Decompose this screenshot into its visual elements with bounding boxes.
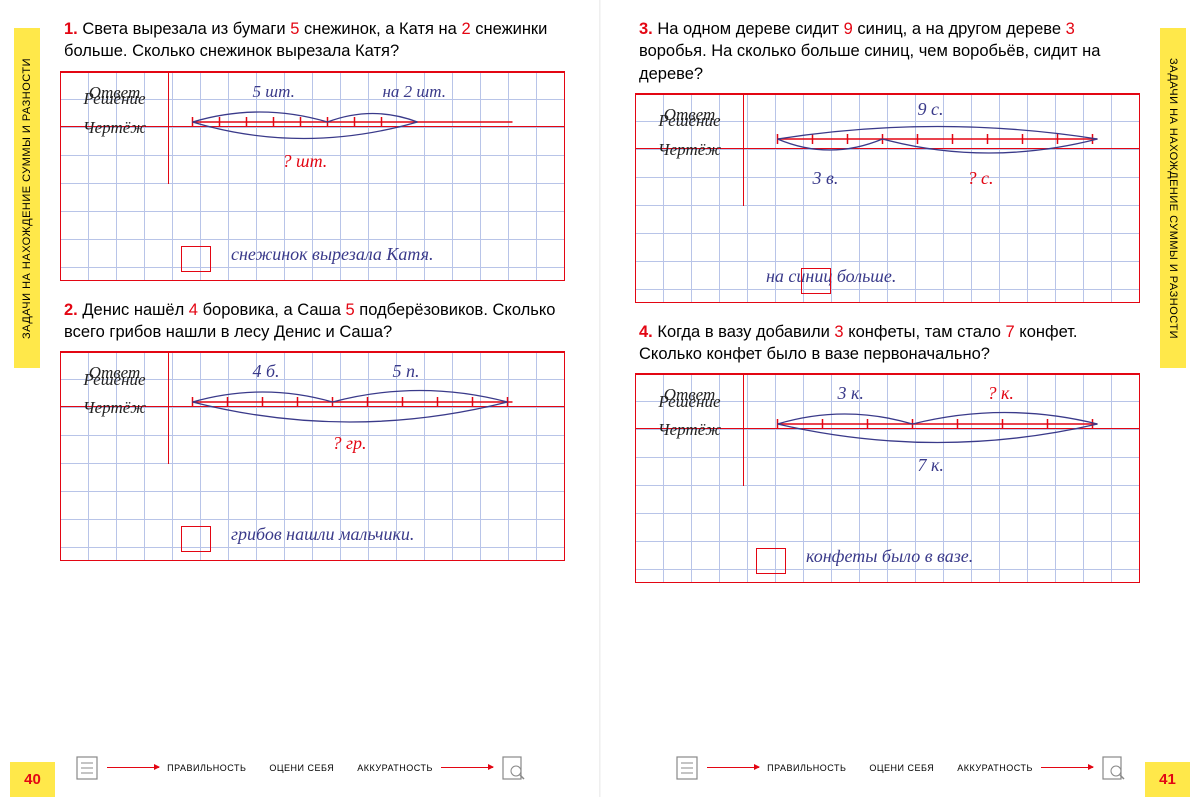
seg1-label: 5 шт. — [253, 82, 295, 101]
page-left: ЗАДАЧИ НА НАХОЖДЕНИЕ СУММЫ И РАЗНОСТИ 1.… — [0, 0, 600, 797]
answer-blank[interactable] — [181, 526, 211, 552]
diagram-3: 9 с. 3 в. ? с. — [751, 99, 1134, 204]
total-label4: 7 к. — [918, 455, 944, 475]
problem-1: 1. Света вырезала из бумаги 5 снежинок, … — [60, 18, 565, 281]
seg2-label4: ? к. — [988, 383, 1014, 403]
diagram-4: 3 к. ? к. 7 к. — [751, 379, 1134, 484]
work-box-1: Чертёж Решение Ответ снежинок вырезала К… — [60, 71, 565, 281]
seg2-label2: 5 п. — [393, 361, 420, 381]
answer-text: снежинок вырезала Катя. — [231, 244, 433, 265]
side-tab-right: ЗАДАЧИ НА НАХОЖДЕНИЕ СУММЫ И РАЗНОСТИ — [1160, 28, 1186, 368]
seg1-label2: 4 б. — [253, 361, 280, 381]
magnify-icon — [1101, 755, 1125, 781]
seg2-label3: ? с. — [968, 168, 994, 188]
work-box-3: Чертёж Решение Ответ на синиц больше. 9 … — [635, 93, 1140, 303]
total-label2: ? гр. — [333, 433, 367, 453]
answer-blank[interactable] — [801, 268, 831, 294]
magnify-icon — [501, 755, 525, 781]
diagram-2: 4 б. 5 п. ? гр. — [176, 357, 559, 462]
page-right: ЗАДАЧИ НА НАХОЖДЕНИЕ СУММЫ И РАЗНОСТИ 3.… — [600, 0, 1200, 797]
footer-right: ПРАВИЛЬНОСТЬ ОЦЕНИ СЕБЯ АККУРАТНОСТЬ — [600, 750, 1200, 785]
problem-3: 3. На одном дереве сидит 9 синиц, а на д… — [635, 18, 1140, 303]
top-label3: 9 с. — [918, 99, 944, 119]
book-spine — [599, 0, 601, 797]
answer-blank[interactable] — [756, 548, 786, 574]
seg2-label: на 2 шт. — [383, 82, 447, 101]
checklist-icon — [75, 755, 99, 781]
page-spread: ЗАДАЧИ НА НАХОЖДЕНИЕ СУММЫ И РАЗНОСТИ 1.… — [0, 0, 1200, 797]
problem-2: 2. Денис нашёл 4 боровика, а Саша 5 подб… — [60, 299, 565, 562]
checklist-icon — [675, 755, 699, 781]
total-label: ? шт. — [283, 151, 328, 171]
answer-blank[interactable] — [181, 246, 211, 272]
problem-1-text: 1. Света вырезала из бумаги 5 снежинок, … — [60, 18, 565, 63]
seg1-label4: 3 к. — [837, 383, 864, 403]
row-answer-label: Ответ — [61, 72, 169, 114]
footer-left: ПРАВИЛЬНОСТЬ ОЦЕНИ СЕБЯ АККУРАТНОСТЬ — [0, 750, 600, 785]
problem-4: 4. Когда в вазу добавили 3 конфеты, там … — [635, 321, 1140, 584]
side-tab-label: ЗАДАЧИ НА НАХОЖДЕНИЕ СУММЫ И РАЗНОСТИ — [21, 58, 33, 339]
work-box-2: Чертёж Решение Ответ грибов нашли мальчи… — [60, 351, 565, 561]
seg1-label3: 3 в. — [812, 168, 839, 188]
problem-num: 1. — [64, 20, 78, 38]
work-box-4: Чертёж Решение Ответ конфеты было в вазе… — [635, 373, 1140, 583]
side-tab-left: ЗАДАЧИ НА НАХОЖДЕНИЕ СУММЫ И РАЗНОСТИ — [14, 28, 40, 368]
diagram-1: 5 шт. на 2 шт. ? шт. — [176, 77, 559, 182]
problem-2-text: 2. Денис нашёл 4 боровика, а Саша 5 подб… — [60, 299, 565, 344]
